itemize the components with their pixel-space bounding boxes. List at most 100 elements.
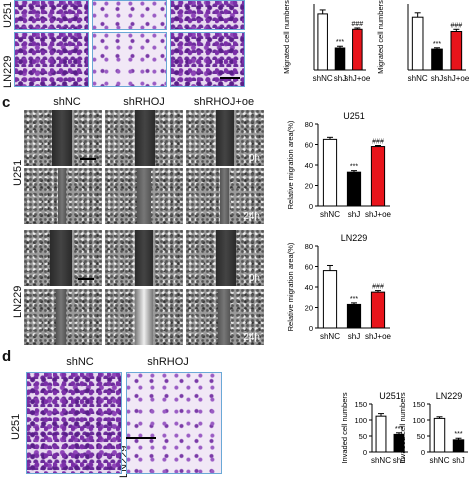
- y-axis-label: Relative migration area(%): [286, 242, 295, 331]
- significance-mark: ***: [395, 426, 403, 433]
- x-tick-label: shJ+oe: [365, 332, 392, 341]
- bar-shJ: [346, 171, 362, 207]
- top-image-ln229-shrhoj: [92, 32, 167, 87]
- top-image-ln229-oe: [170, 32, 245, 87]
- bar-shNC: [322, 270, 338, 329]
- significance-mark: ###: [351, 21, 363, 28]
- x-tick-label: shNC: [408, 74, 428, 83]
- chart-title: U251: [343, 111, 365, 121]
- row-label-top-u251: U251: [2, 1, 14, 28]
- scale-bar: [220, 77, 240, 79]
- bar-shNC: [317, 13, 328, 71]
- x-tick-label: shJ: [334, 74, 346, 83]
- panel-letter-c: c: [2, 94, 11, 111]
- wound-ln229-shnc-0h: [24, 230, 102, 286]
- top-image-u251-oe: [170, 0, 245, 30]
- y-tick-label: 150: [412, 400, 425, 409]
- y-tick-label: 60: [305, 141, 313, 150]
- bar-shNC: [411, 16, 424, 71]
- x-tick-label: shNC: [320, 210, 340, 219]
- significance-mark: ***: [350, 296, 358, 303]
- bar-shNC: [322, 138, 338, 207]
- top-image-ln229-shnc: [14, 32, 89, 87]
- col-label-c-shnc: shNC: [53, 96, 81, 108]
- chart-c-ln229: LN229 Relative migration area(%) 0 20 40 60 80…: [286, 233, 392, 341]
- y-axis-label: Relative migration area(%): [286, 120, 295, 209]
- wound-u251-shrhoj-24h: [105, 168, 183, 224]
- significance-mark: ###: [372, 139, 384, 146]
- x-tick-label: shNC: [313, 74, 333, 83]
- invasion-u251-shrhoj: [126, 372, 222, 474]
- row-label-c-ln229: LN229: [12, 285, 24, 318]
- chart-c-u251: U251 Relative migration area(%) 0 20 40 60 80 s…: [286, 111, 392, 219]
- panel-letter-d: d: [2, 348, 12, 365]
- x-tick-label: shJ+oe: [443, 74, 470, 83]
- y-tick-label: 80: [305, 242, 313, 251]
- y-tick-label: 40: [305, 161, 313, 170]
- bar-shJ+oe: [450, 31, 463, 71]
- wound-u251-oe-0h: 0h: [186, 110, 264, 166]
- row-label-d-u251: U251: [10, 413, 22, 440]
- x-tick-label: shNC: [320, 332, 340, 341]
- x-tick-label: shJ: [348, 332, 360, 341]
- y-tick-label: 0: [309, 324, 313, 333]
- y-axis-label: Invaded cell numbers: [340, 392, 349, 464]
- wound-ln229-shrhoj-24h: [105, 289, 183, 345]
- significance-mark: ***: [433, 41, 441, 48]
- x-tick-label: shJ+oe: [344, 74, 370, 83]
- y-tick-label: 150: [354, 400, 367, 409]
- top-image-u251-shrhoj: [92, 0, 167, 30]
- bar-shJ: [452, 439, 465, 453]
- row-label-top-ln229: LN229: [2, 55, 14, 88]
- bar-shJ: [431, 48, 443, 71]
- y-tick-label: 50: [359, 432, 367, 441]
- wound-u251-shrhoj-0h: [105, 110, 183, 166]
- wound-ln229-oe-24h: 24h: [186, 289, 264, 345]
- scale-bar: [80, 158, 96, 160]
- bar-shNC: [375, 415, 387, 453]
- col-label-c-oe: shRHOJ+oe: [193, 96, 255, 108]
- significance-mark: ***: [454, 431, 462, 438]
- bar-shJ+oe: [370, 146, 386, 207]
- y-tick-label: 20: [305, 182, 313, 191]
- x-tick-label: shJ: [431, 74, 443, 83]
- significance-mark: ***: [350, 164, 358, 171]
- x-tick-label: shJ: [393, 456, 405, 465]
- col-label-d-shnc: shNC: [66, 356, 94, 368]
- y-tick-label: 0: [309, 202, 313, 211]
- y-tick-label: 0: [363, 448, 367, 457]
- y-axis-label: Invaded cell numbers: [398, 392, 407, 464]
- wound-ln229-shnc-24h: [24, 289, 102, 345]
- wound-u251-shnc-24h: [24, 168, 102, 224]
- chart-title: U251: [379, 391, 401, 401]
- significance-mark: ###: [372, 284, 384, 291]
- col-label-d-shrhoj: shRHOJ: [147, 356, 189, 368]
- y-axis-label: Migrated cell numbers: [282, 0, 291, 74]
- chart-top-right: Migrated cell numbers shNC *** shJ ### shJ+oe: [376, 0, 470, 83]
- y-axis-label: Migrated cell numbers: [376, 0, 385, 74]
- top-image-u251-shnc: [14, 0, 89, 30]
- time-label-0h: 0h: [248, 273, 260, 284]
- chart-top-left: Migrated cell numbers shNC *** shJ ### shJ+oe: [282, 0, 370, 83]
- y-tick-label: 60: [305, 263, 313, 272]
- significance-mark: ###: [450, 22, 462, 29]
- x-tick-label: shJ: [452, 456, 464, 465]
- scale-bar: [78, 278, 94, 280]
- y-tick-label: 50: [417, 432, 425, 441]
- wound-u251-shnc-0h: [24, 110, 102, 166]
- invasion-u251-shnc: [26, 372, 122, 474]
- wound-ln229-oe-0h: 0h: [186, 230, 264, 286]
- chart-d-ln229: LN229 Invaded cell numbers 0 50 100 150 shNC **…: [398, 391, 468, 465]
- bar-shJ+oe: [352, 28, 363, 71]
- y-tick-label: 40: [305, 283, 313, 292]
- bar-shNC: [433, 417, 446, 453]
- chart-title: LN229: [436, 391, 463, 401]
- y-tick-label: 0: [421, 448, 425, 457]
- time-label-24h: 24h: [243, 332, 260, 343]
- time-label-24h: 24h: [243, 211, 260, 222]
- y-tick-label: 20: [305, 304, 313, 313]
- col-label-c-shrhoj: shRHOJ: [123, 96, 165, 108]
- wound-u251-oe-24h: 24h: [186, 168, 264, 224]
- y-tick-label: 100: [354, 416, 367, 425]
